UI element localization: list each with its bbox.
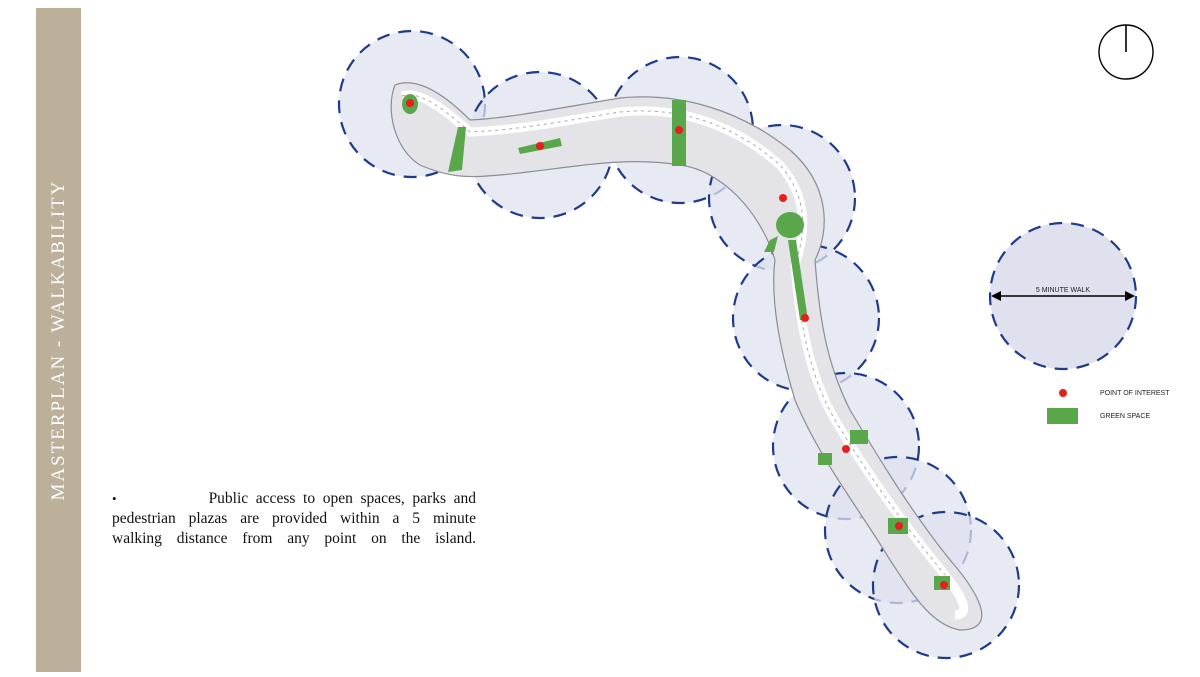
- point-of-interest: [779, 194, 787, 202]
- green-space: [448, 127, 466, 172]
- island-outline: [390, 82, 983, 631]
- points-of-interest: [406, 99, 948, 589]
- point-of-interest: [536, 142, 544, 150]
- point-of-interest: [940, 581, 948, 589]
- description-text: • Public access to open spaces, parks and…: [112, 490, 476, 547]
- point-of-interest: [406, 99, 414, 107]
- point-of-interest: [675, 126, 683, 134]
- arrow-head-right-icon: [1125, 291, 1135, 301]
- green-space: [764, 236, 778, 252]
- green-space: [776, 212, 804, 238]
- point-of-interest: [895, 522, 903, 530]
- green-space: [818, 453, 832, 465]
- poi-legend-icon: [1059, 389, 1067, 397]
- green-space: [850, 430, 868, 444]
- arrow-head-left-icon: [991, 291, 1001, 301]
- point-of-interest: [801, 314, 809, 322]
- island-road-grid: [400, 90, 969, 620]
- point-of-interest: [842, 445, 850, 453]
- walk-label: 5 MINUTE WALK: [1036, 287, 1091, 294]
- green-space: [788, 240, 808, 320]
- green-space-legend-icon: [1047, 408, 1078, 424]
- poi-legend-label: POINT OF INTEREST: [1100, 390, 1170, 397]
- bullet-icon: •: [112, 491, 117, 506]
- north-arrow-icon: [1098, 24, 1154, 80]
- sidebar: MASTERPLAN - WALKABILITY: [36, 8, 81, 672]
- green-space-legend-label: GREEN SPACE: [1100, 413, 1150, 420]
